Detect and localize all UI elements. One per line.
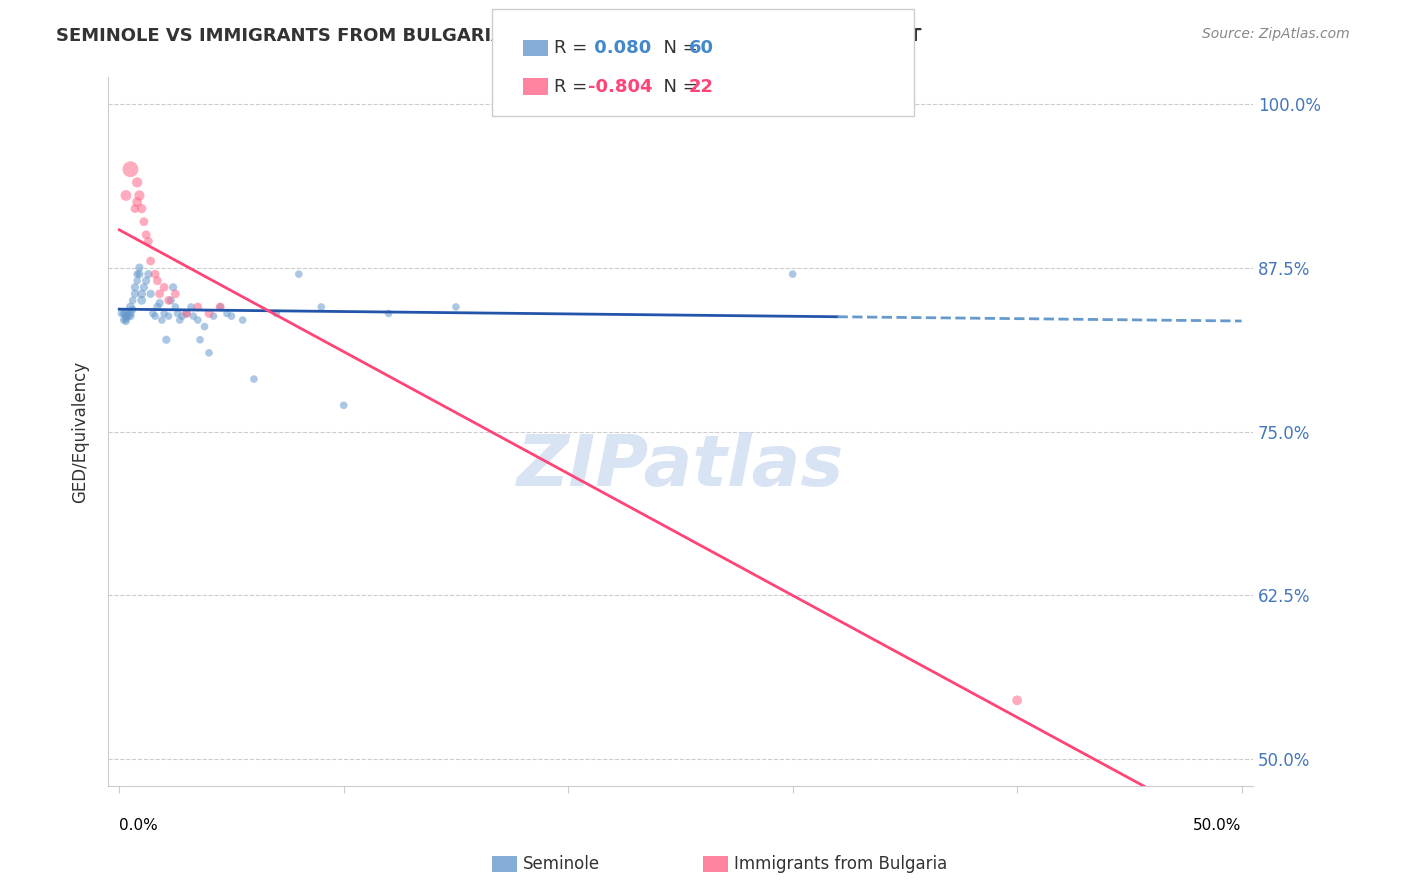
Point — [149, 286, 172, 301]
Point — [187, 300, 209, 314]
Point — [1005, 693, 1028, 707]
Point — [132, 215, 155, 229]
Point — [193, 319, 215, 334]
Text: SEMINOLE VS IMMIGRANTS FROM BULGARIA GED/EQUIVALENCY CORRELATION CHART: SEMINOLE VS IMMIGRANTS FROM BULGARIA GED… — [56, 27, 922, 45]
Point — [146, 274, 169, 288]
Point — [146, 300, 169, 314]
Point — [120, 162, 142, 177]
Point — [127, 274, 149, 288]
Point — [155, 333, 177, 347]
Point — [135, 227, 157, 242]
Point — [153, 306, 176, 320]
Point — [444, 300, 467, 314]
Point — [181, 309, 204, 323]
Point — [120, 306, 142, 320]
Text: -0.804: -0.804 — [588, 78, 652, 95]
Point — [127, 267, 149, 281]
Point — [288, 267, 311, 281]
Point — [121, 302, 143, 317]
Point — [120, 300, 142, 314]
Text: Immigrants from Bulgaria: Immigrants from Bulgaria — [734, 855, 948, 873]
Point — [165, 286, 187, 301]
Point — [115, 306, 138, 320]
Point — [782, 267, 804, 281]
Text: ZIPatlas: ZIPatlas — [517, 433, 844, 501]
Point — [188, 333, 211, 347]
Point — [142, 306, 165, 320]
Point — [209, 300, 232, 314]
Point — [110, 306, 132, 320]
Point — [112, 313, 135, 327]
Point — [198, 346, 221, 360]
Point — [143, 309, 166, 323]
Text: 0.0%: 0.0% — [120, 818, 157, 833]
Point — [165, 300, 187, 314]
Point — [115, 188, 138, 202]
Point — [221, 309, 243, 323]
Point — [153, 280, 176, 294]
Point — [157, 293, 180, 308]
Point — [121, 293, 143, 308]
Point — [170, 309, 193, 323]
Point — [157, 309, 180, 323]
Point — [131, 202, 153, 216]
Point — [160, 293, 183, 308]
Point — [131, 293, 153, 308]
Point — [176, 306, 198, 320]
Point — [243, 372, 266, 386]
Text: N =: N = — [652, 78, 704, 95]
Point — [124, 286, 146, 301]
Point — [232, 313, 254, 327]
Text: 50.0%: 50.0% — [1194, 818, 1241, 833]
Text: Seminole: Seminole — [523, 855, 600, 873]
Point — [120, 309, 142, 323]
Point — [332, 398, 354, 412]
Point — [202, 309, 225, 323]
Point — [169, 313, 191, 327]
Text: 22: 22 — [689, 78, 714, 95]
Point — [150, 313, 173, 327]
Text: R =: R = — [554, 39, 593, 57]
Point — [117, 306, 139, 320]
Point — [115, 311, 138, 326]
Point — [309, 300, 332, 314]
Point — [127, 175, 149, 189]
Point — [215, 306, 238, 320]
Text: 0.080: 0.080 — [588, 39, 651, 57]
Point — [209, 300, 232, 314]
Point — [149, 296, 172, 310]
Point — [128, 267, 150, 281]
Text: R =: R = — [554, 78, 593, 95]
Point — [115, 309, 138, 323]
Point — [128, 260, 150, 275]
Point — [127, 194, 149, 209]
Point — [128, 188, 150, 202]
Point — [124, 202, 146, 216]
Point — [112, 306, 135, 320]
Point — [266, 306, 288, 320]
Point — [176, 306, 198, 320]
Point — [180, 300, 202, 314]
Point — [166, 306, 188, 320]
Point — [377, 306, 399, 320]
Point — [132, 280, 155, 294]
Point — [138, 267, 160, 281]
Text: 60: 60 — [689, 39, 714, 57]
Point — [198, 306, 221, 320]
Text: N =: N = — [652, 39, 704, 57]
Point — [139, 286, 162, 301]
Point — [131, 286, 153, 301]
Point — [143, 267, 166, 281]
Text: Source: ZipAtlas.com: Source: ZipAtlas.com — [1202, 27, 1350, 41]
Point — [124, 280, 146, 294]
Point — [187, 313, 209, 327]
Point — [139, 254, 162, 268]
Y-axis label: GED/Equivalency: GED/Equivalency — [72, 360, 89, 502]
Point — [117, 309, 139, 323]
Point — [138, 235, 160, 249]
Point — [115, 314, 138, 328]
Point — [162, 280, 184, 294]
Point — [135, 274, 157, 288]
